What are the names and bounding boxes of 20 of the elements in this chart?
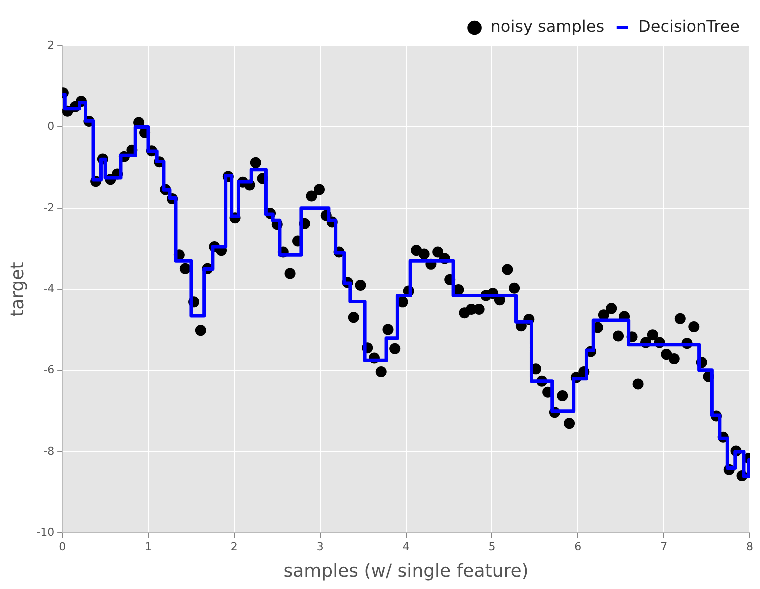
x-tick-label: 1: [144, 540, 152, 554]
y-tick-label: -6: [44, 364, 55, 377]
legend-label: DecisionTree: [638, 17, 740, 36]
y-tick-label: -8: [44, 444, 55, 458]
x-tick-label: 7: [660, 540, 668, 554]
x-tick-label: 4: [402, 540, 410, 554]
x-tick-label: 0: [59, 540, 66, 554]
y-tick-label: -2: [44, 201, 55, 214]
y-tick-label: 0: [48, 120, 55, 134]
x-tick-label: 2: [230, 540, 238, 554]
x-tick-label: 6: [574, 540, 582, 554]
y-tick-label: 2: [48, 38, 55, 52]
legend-label: noisy samples: [490, 17, 605, 36]
y-tick-label: -4: [44, 282, 55, 296]
x-tick-label: 3: [316, 540, 324, 554]
y-tick-label: -10: [36, 526, 55, 540]
y-axis-title: target: [7, 262, 28, 317]
x-tick-label: 5: [488, 540, 496, 554]
x-tick-label: 8: [746, 540, 754, 554]
x-axis-title: samples (w/ single feature): [284, 560, 529, 582]
